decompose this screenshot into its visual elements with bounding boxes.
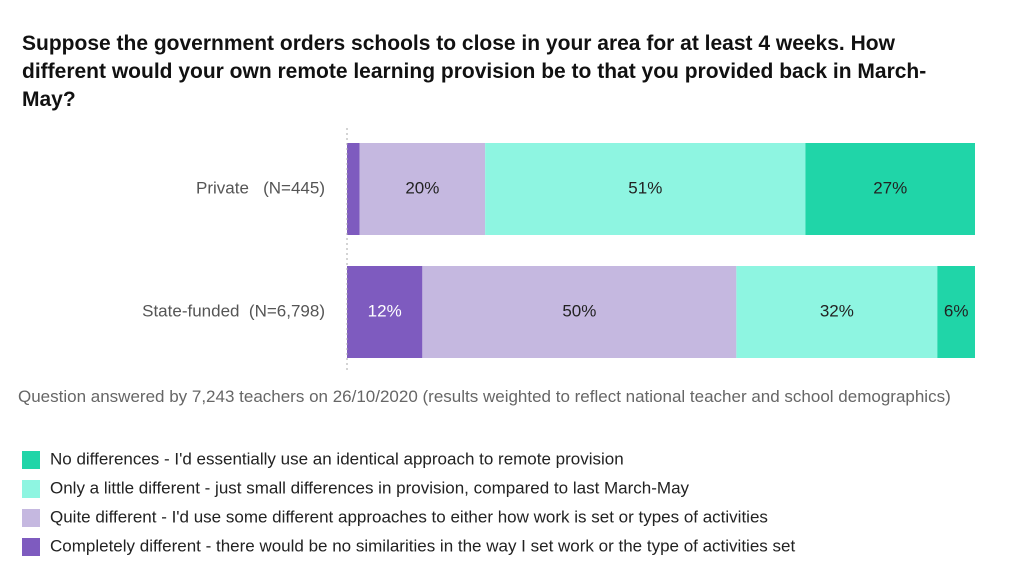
chart-title: Suppose the government orders schools to… xyxy=(22,32,927,111)
legend-label: Quite different - I'd use some different… xyxy=(50,507,768,526)
bar-segment xyxy=(937,266,975,358)
data-label: 27% xyxy=(873,178,907,197)
legend-swatch xyxy=(22,480,40,498)
y-tick-label: State-funded (N=6,798) xyxy=(142,301,325,320)
bar-segment xyxy=(422,266,737,358)
bar-segment xyxy=(347,143,360,235)
data-label: 50% xyxy=(562,301,596,320)
legend-label: No differences - I'd essentially use an … xyxy=(50,449,624,468)
y-tick-label: Private (N=445) xyxy=(196,178,325,197)
bar-segment xyxy=(347,266,423,358)
bar-segment xyxy=(485,143,806,235)
legend-swatch xyxy=(22,538,40,556)
data-label: 12% xyxy=(368,301,402,320)
legend-swatch xyxy=(22,509,40,527)
bar-segment xyxy=(805,143,975,235)
bar-segment xyxy=(359,143,486,235)
note: Question answered by 7,243 teachers on 2… xyxy=(18,387,951,406)
legend-swatch xyxy=(22,451,40,469)
data-label: 32% xyxy=(820,301,854,320)
legend-label: Completely different - there would be no… xyxy=(50,536,795,555)
data-label: 51% xyxy=(628,178,662,197)
bar-segment xyxy=(736,266,938,358)
legend-label: Only a little different - just small dif… xyxy=(50,478,690,497)
data-label: 6% xyxy=(944,301,969,320)
data-label: 20% xyxy=(405,178,439,197)
